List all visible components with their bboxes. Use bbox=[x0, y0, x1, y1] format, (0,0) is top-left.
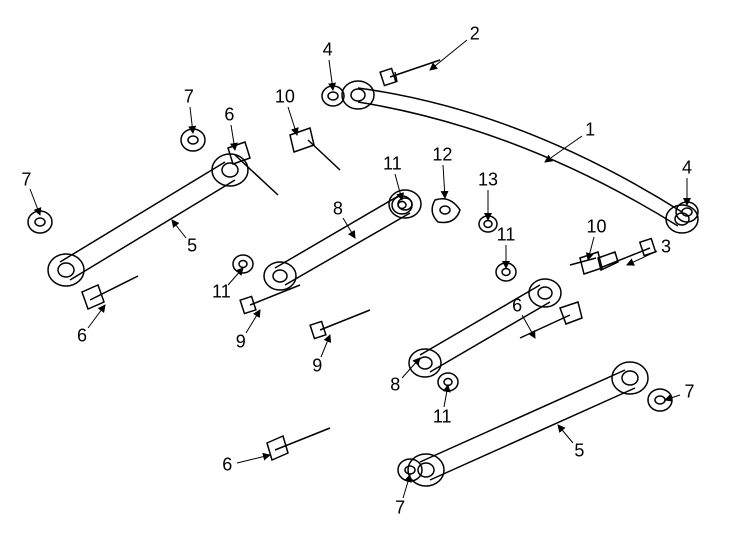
part-2 bbox=[380, 60, 440, 86]
part-8 bbox=[264, 190, 561, 377]
callout-label-4: 4 bbox=[323, 40, 333, 61]
part-7 bbox=[28, 129, 672, 481]
leader-line bbox=[288, 107, 297, 135]
callout-label-8: 8 bbox=[333, 199, 343, 220]
callout-label-2: 2 bbox=[470, 23, 480, 44]
callout-label-7: 7 bbox=[395, 497, 405, 518]
callout-label-6: 6 bbox=[224, 105, 234, 126]
leader-line bbox=[588, 237, 594, 260]
leader-line bbox=[172, 220, 186, 238]
callout-label-8: 8 bbox=[390, 375, 400, 396]
leader-line bbox=[430, 40, 467, 70]
callout-label-7: 7 bbox=[184, 87, 194, 108]
callout-label-12: 12 bbox=[432, 145, 452, 166]
callout-label-5: 5 bbox=[574, 440, 584, 461]
part-12 bbox=[432, 199, 460, 223]
leader-line bbox=[403, 475, 410, 498]
callout-label-10: 10 bbox=[587, 217, 607, 238]
leader-line bbox=[444, 385, 448, 407]
part-3 bbox=[598, 239, 656, 270]
callout-label-13: 13 bbox=[478, 170, 498, 191]
callout-label-4: 4 bbox=[682, 158, 692, 179]
callout-label-3: 3 bbox=[661, 236, 671, 257]
part-6 bbox=[82, 142, 582, 460]
leader-line bbox=[321, 335, 330, 357]
callout-label-10: 10 bbox=[275, 87, 295, 108]
leader-line bbox=[246, 310, 260, 333]
callout-label-7: 7 bbox=[684, 381, 694, 402]
leader-line bbox=[443, 165, 445, 198]
callout-label-9: 9 bbox=[236, 331, 246, 352]
callout-label-6: 6 bbox=[222, 455, 232, 476]
callout-label-9: 9 bbox=[312, 356, 322, 377]
callout-label-6: 6 bbox=[77, 326, 87, 347]
callout-label-11: 11 bbox=[383, 154, 402, 175]
callout-label-5: 5 bbox=[187, 235, 197, 256]
leader-line bbox=[558, 425, 573, 443]
part-4 bbox=[322, 86, 698, 222]
callout-label-7: 7 bbox=[21, 169, 31, 190]
leader-line bbox=[545, 136, 582, 162]
leader-line bbox=[30, 189, 40, 215]
callout-label-11: 11 bbox=[497, 225, 516, 246]
part-9 bbox=[240, 285, 370, 339]
callout-label-1: 1 bbox=[585, 120, 595, 141]
callout-label-6: 6 bbox=[512, 296, 522, 317]
leader-line bbox=[627, 251, 657, 265]
leader-line bbox=[237, 455, 270, 463]
callout-label-11: 11 bbox=[433, 406, 452, 427]
part-11 bbox=[233, 196, 516, 391]
parts-diagram bbox=[0, 0, 734, 540]
callout-label-11: 11 bbox=[212, 282, 231, 303]
